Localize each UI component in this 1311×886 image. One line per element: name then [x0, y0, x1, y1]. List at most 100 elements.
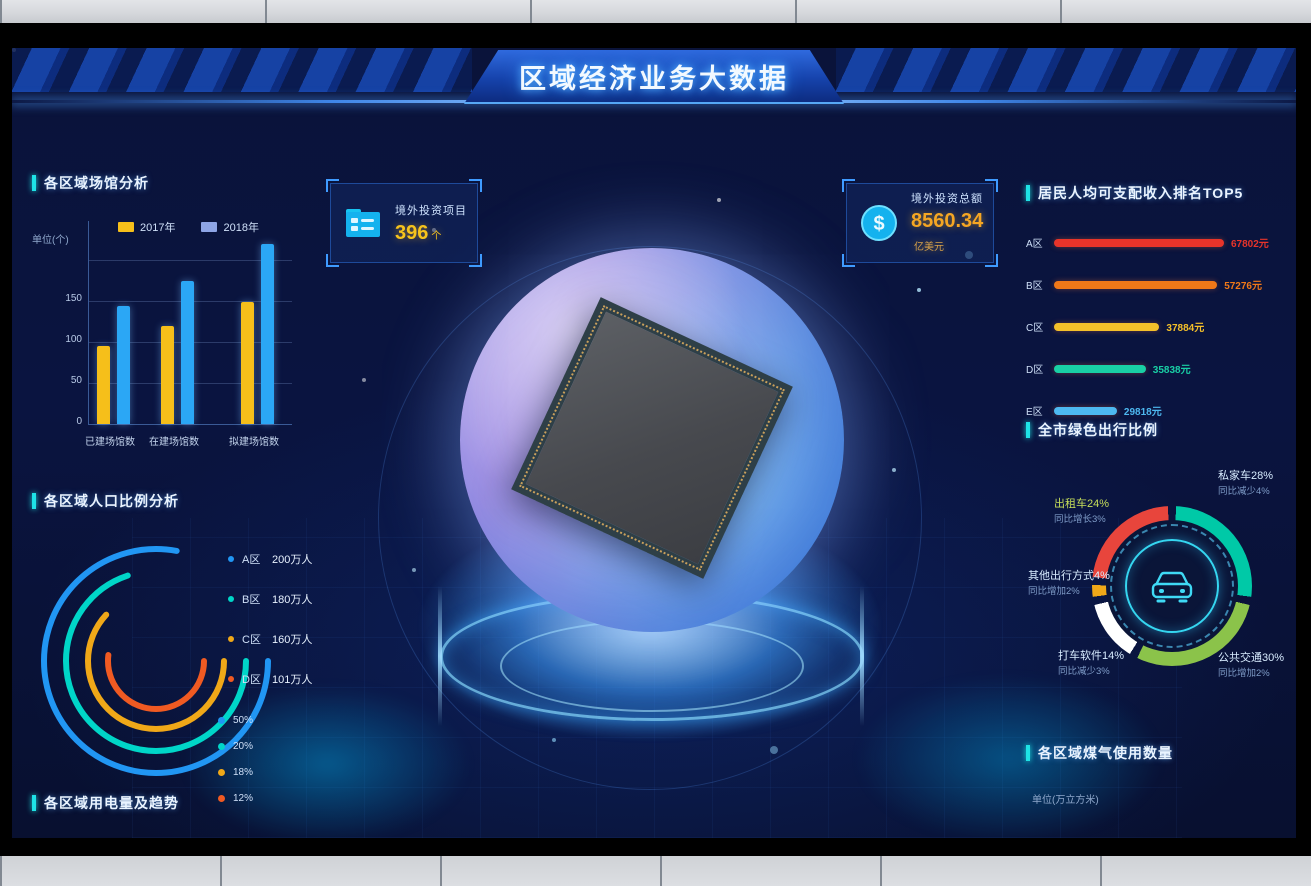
- kpi-label: 境外投资总额: [911, 193, 983, 205]
- header-tick: [32, 493, 36, 509]
- income-row: A区 67802元: [1026, 238, 1269, 250]
- bar-group: [161, 281, 195, 424]
- panel-header: 各区域煤气使用数量: [1026, 743, 1296, 763]
- population-legend-item: 50%: [218, 715, 253, 726]
- panel-green-travel: 全市绿色出行比例 私家车28% 同比减少4% 出租车24% 同比: [1026, 420, 1296, 750]
- panel-header: 各区域用电量及趋势: [32, 793, 332, 813]
- panel-title: 居民人均可支配收入排名TOP5: [1038, 185, 1244, 201]
- header-tick: [32, 795, 36, 811]
- wall-tiles-top: [0, 0, 1311, 23]
- header-band: 区域经济业务大数据: [12, 48, 1296, 108]
- panel-title: 各区域人口比例分析: [44, 493, 179, 509]
- income-row: E区 29818元: [1026, 406, 1162, 418]
- population-legend-item: 18%: [218, 767, 253, 778]
- bar-legend: 2017年 2018年: [118, 219, 259, 235]
- legend-swatch-2017: [118, 222, 134, 232]
- bar-chart-plot: [88, 221, 292, 425]
- header-stripes-right: [836, 48, 1296, 92]
- kpi-label: 境外投资项目: [395, 204, 467, 217]
- bar-2017: [97, 346, 110, 424]
- income-row: B区 57276元: [1026, 280, 1262, 292]
- bar-group: [97, 305, 131, 424]
- income-bar: [1054, 406, 1117, 415]
- income-bar: [1054, 238, 1224, 247]
- car-badge: [1125, 539, 1219, 633]
- kpi-value: 8560.34: [911, 210, 984, 232]
- panel-header: 各区域人口比例分析: [32, 491, 342, 511]
- y-tick: 150: [65, 293, 82, 304]
- page-title: 区域经济业务大数据: [519, 63, 789, 94]
- panel-gas-usage: 各区域煤气使用数量 单位(万立方米): [1026, 743, 1296, 806]
- dollar-coin-icon: $: [857, 201, 901, 245]
- header-tick: [32, 175, 36, 191]
- legend-label-2017: 2017年: [140, 219, 175, 235]
- panel-title: 各区域煤气使用数量: [1038, 745, 1173, 761]
- axis-unit-label: 单位(万立方米): [1032, 795, 1099, 806]
- bar-2018: [261, 244, 274, 424]
- income-row: C区 37884元: [1026, 322, 1205, 334]
- glow-streak-right: [854, 674, 1164, 838]
- legend-swatch-2018: [201, 222, 218, 232]
- panel-income-top5: 居民人均可支配收入排名TOP5 A区 67802元 B区 57276元 C区 3…: [1026, 183, 1296, 433]
- panel-venue-analysis: 各区域场馆分析 2017年 2018年 单位(个) 150 100 50 0: [32, 173, 332, 473]
- donut-dashed-ring: [1110, 524, 1234, 648]
- light-beam-left: [438, 586, 442, 726]
- legend-label-2018: 2018年: [223, 219, 258, 235]
- light-beam-right: [860, 586, 864, 726]
- title-banner: 区域经济业务大数据: [464, 50, 844, 104]
- population-legend-item: 20%: [218, 741, 253, 752]
- x-category: 已建场馆数: [85, 437, 135, 448]
- bar-2018: [181, 281, 194, 424]
- kpi-unit: 亿美元: [914, 242, 944, 253]
- x-category: 在建场馆数: [149, 437, 199, 448]
- population-item: B区 180万人: [228, 591, 312, 607]
- panel-header: 居民人均可支配收入排名TOP5: [1026, 183, 1296, 203]
- header-tick: [1026, 745, 1030, 761]
- segment-label-private-car: 私家车28% 同比减少4%: [1218, 470, 1274, 497]
- header-stripes-left: [12, 48, 472, 92]
- segment-label-ride-app: 打车软件14% 同比减少3%: [1058, 650, 1125, 677]
- panel-electricity: 各区域用电量及趋势: [32, 793, 332, 813]
- y-tick: 0: [76, 416, 82, 427]
- population-item: D区 101万人: [228, 671, 312, 687]
- income-bar: [1054, 364, 1146, 373]
- kpi-value: 396: [395, 221, 429, 244]
- income-bar: [1054, 280, 1218, 289]
- population-legend-item: 12%: [218, 793, 253, 804]
- population-item: C区 160万人: [228, 631, 312, 647]
- panel-population-ratio: 各区域人口比例分析 A区 200万人 B区 180万人 C区 160万人: [32, 491, 342, 811]
- bar-group: [241, 244, 275, 424]
- halo-ring: [378, 246, 922, 790]
- panel-title: 各区域场馆分析: [44, 175, 149, 191]
- header-tick: [1026, 422, 1030, 438]
- panel-header: 各区域场馆分析: [32, 173, 332, 193]
- panel-title: 全市绿色出行比例: [1038, 422, 1158, 438]
- bar-2018: [117, 305, 130, 424]
- population-arc-chart: [41, 546, 271, 776]
- folder-icon: [341, 201, 385, 245]
- platform-ring-inner: [500, 620, 804, 712]
- header-tick: [1026, 185, 1030, 201]
- population-item: A区 200万人: [228, 551, 312, 567]
- segment-label-taxi: 出租车24% 同比增长3%: [1054, 498, 1110, 525]
- bar-2017: [241, 301, 254, 424]
- bar-2017: [161, 326, 174, 424]
- panel-title: 各区域用电量及趋势: [44, 795, 179, 811]
- car-icon: [1151, 571, 1193, 603]
- income-bar: [1054, 322, 1160, 331]
- y-tick: 100: [65, 334, 82, 345]
- dashboard-screen: 区域经济业务大数据 各区域场馆分析 2017年 2018年 单位(个) 150 …: [12, 48, 1296, 838]
- segment-label-other: 其他出行方式4% 同比增加2%: [1028, 570, 1110, 597]
- wall-tiles-bottom: [0, 856, 1311, 886]
- kpi-unit: 个: [431, 230, 442, 242]
- income-row: D区 35838元: [1026, 364, 1191, 376]
- panel-header: 全市绿色出行比例: [1026, 420, 1296, 440]
- segment-label-public-transit: 公共交通30% 同比增加2%: [1218, 652, 1285, 679]
- x-category: 拟建场馆数: [229, 437, 279, 448]
- axis-unit-label: 单位(个): [32, 235, 69, 246]
- svg-text:$: $: [873, 213, 884, 235]
- kpi-card-projects: 境外投资项目 396 个: [326, 179, 482, 267]
- y-tick: 50: [70, 375, 82, 386]
- kpi-card-investment: $ 境外投资总额 8560.34 亿美元: [842, 179, 998, 267]
